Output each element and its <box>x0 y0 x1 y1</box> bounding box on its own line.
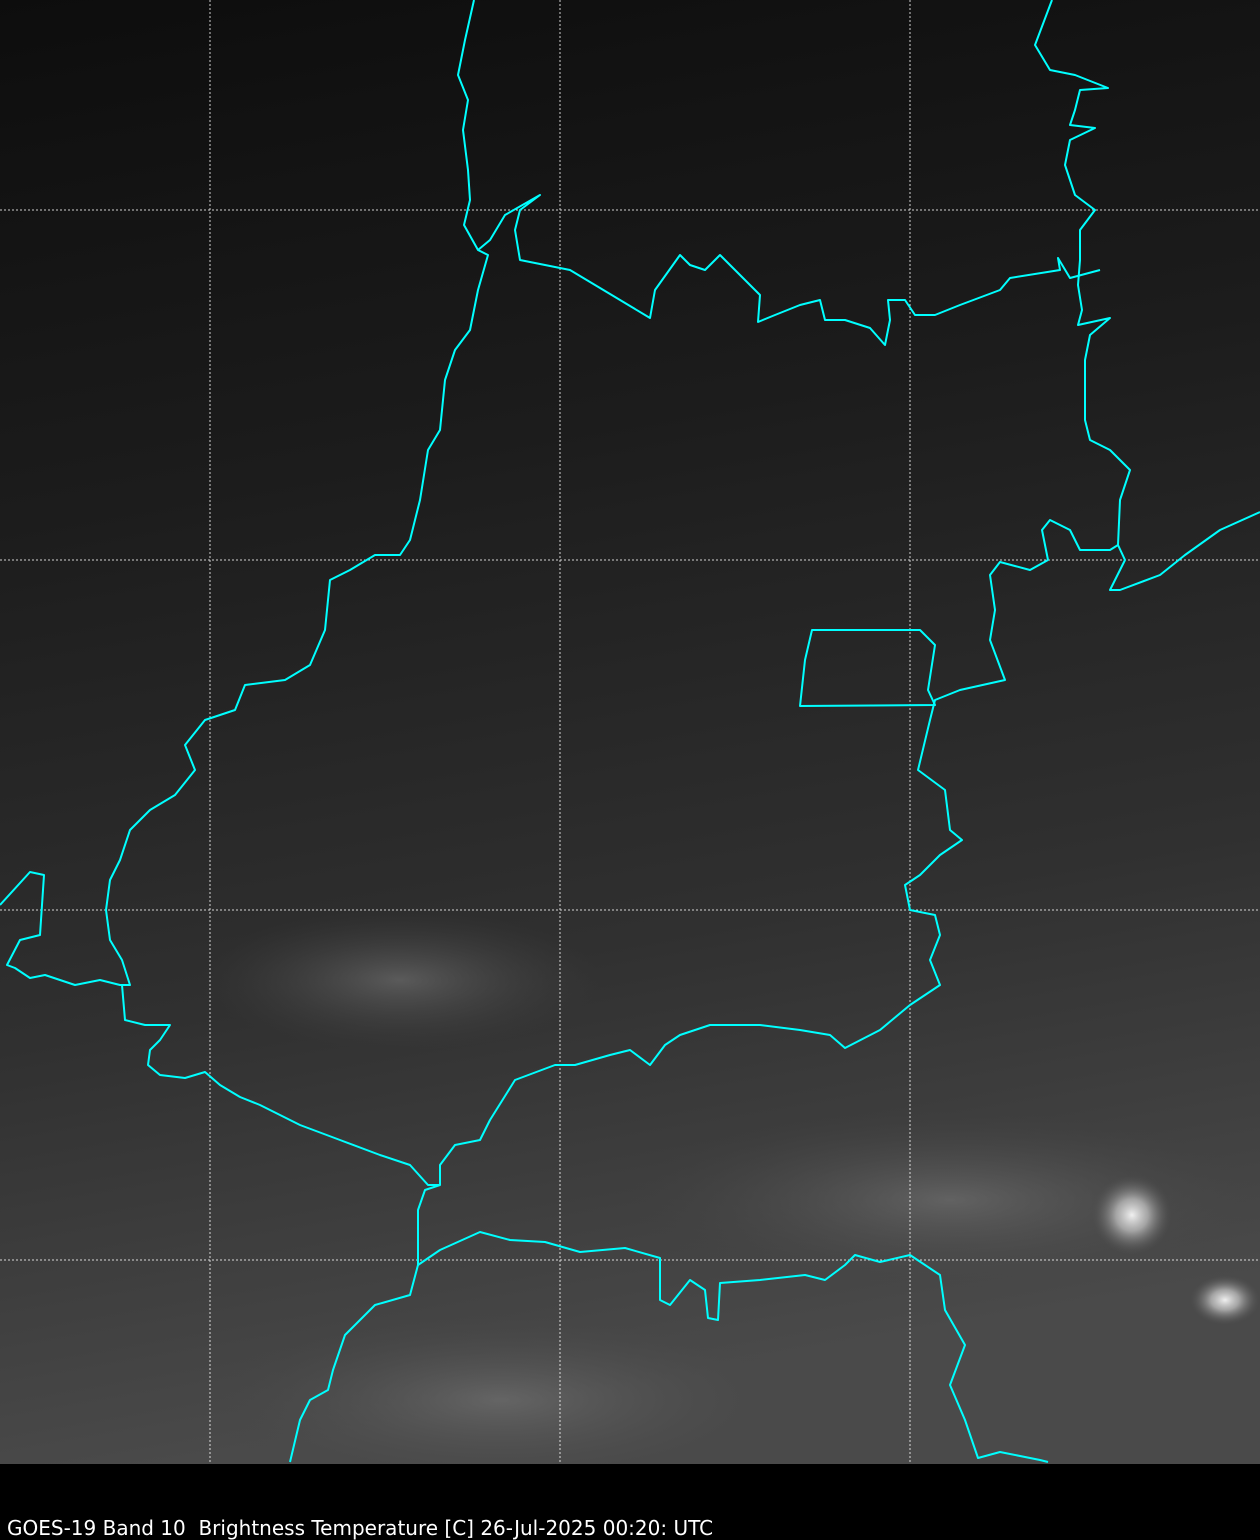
border-southwest <box>121 984 440 1186</box>
border-south <box>417 1231 1049 1463</box>
bright-cloud <box>1190 1275 1260 1325</box>
cloud-haze <box>200 910 600 1050</box>
bright-cloud <box>1092 1175 1172 1255</box>
cloud-haze <box>200 1310 800 1464</box>
border-west <box>0 0 489 986</box>
graticule <box>0 0 1260 1464</box>
border-north <box>477 194 1101 346</box>
border-east <box>1034 0 1260 591</box>
image-caption: GOES-19 Band 10 Brightness Temperature [… <box>7 1516 714 1540</box>
satellite-map <box>0 0 1260 1464</box>
cloud-haze <box>630 1110 1260 1290</box>
state-borders <box>0 0 1260 1463</box>
border-goias <box>289 519 1119 1463</box>
border-federal-district <box>799 629 936 707</box>
